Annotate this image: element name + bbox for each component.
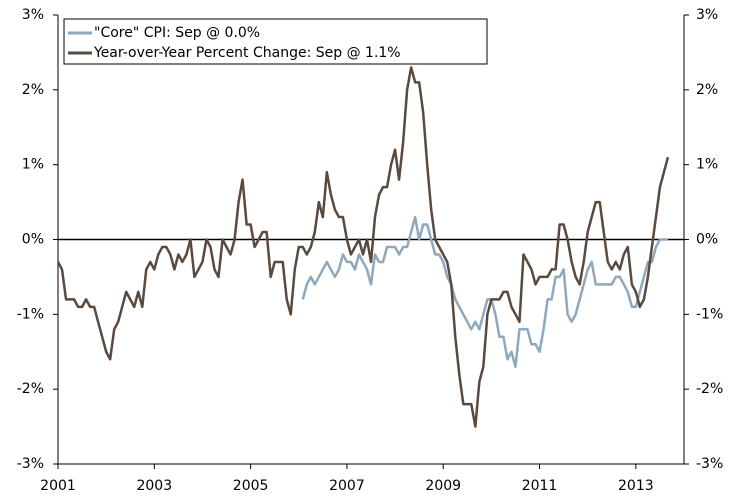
legend-box bbox=[63, 18, 488, 65]
y-tick-label: 1% bbox=[22, 157, 44, 173]
legend-label: "Core" CPI: Sep @ 0.0% bbox=[94, 25, 260, 41]
y2-tick-label: 1% bbox=[696, 157, 718, 173]
y-tick-label: 3% bbox=[22, 7, 44, 23]
x-tick-label: 2005 bbox=[233, 478, 269, 494]
x-tick-label: 2011 bbox=[522, 478, 558, 494]
y2-tick-label: -1% bbox=[696, 306, 723, 322]
series-line bbox=[56, 66, 670, 428]
x-tick-label: 2001 bbox=[40, 478, 76, 494]
y-tick-label: 2% bbox=[22, 82, 44, 98]
y-tick-label: -3% bbox=[17, 456, 44, 472]
y2-tick-label: 0% bbox=[696, 232, 718, 248]
y2-tick-label: 2% bbox=[696, 82, 718, 98]
y2-tick-label: 3% bbox=[696, 7, 718, 23]
x-tick-label: 2003 bbox=[136, 478, 172, 494]
x-tick-label: 2009 bbox=[425, 478, 461, 494]
series-line bbox=[301, 215, 668, 368]
y-tick-label: -2% bbox=[17, 381, 44, 397]
x-tick-label: 2007 bbox=[329, 478, 365, 494]
y-tick-label: 0% bbox=[22, 232, 44, 248]
y2-tick-label: -3% bbox=[696, 456, 723, 472]
x-tick-label: 2013 bbox=[618, 478, 654, 494]
y2-tick-label: -2% bbox=[696, 381, 723, 397]
legend-label: Year-over-Year Percent Change: Sep @ 1.1… bbox=[93, 45, 401, 61]
y-tick-label: -1% bbox=[17, 306, 44, 322]
